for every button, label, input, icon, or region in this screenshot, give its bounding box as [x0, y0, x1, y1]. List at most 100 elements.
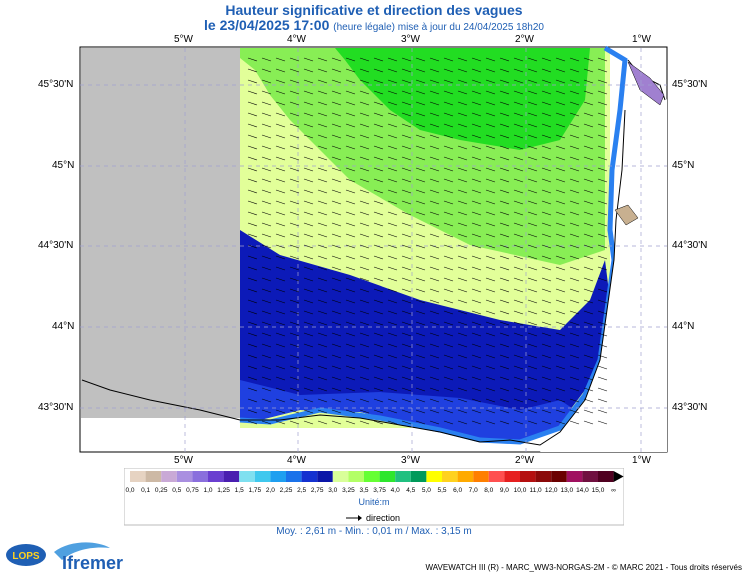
direction-arrow: [429, 156, 440, 161]
direction-arrow: [401, 101, 412, 106]
direction-arrow: [429, 233, 440, 238]
direction-arrow: [303, 266, 314, 271]
legend-swatch: [520, 471, 536, 482]
direction-arrow: [303, 178, 314, 183]
legend-value: 6,0: [453, 487, 462, 494]
direction-arrow: [317, 310, 328, 315]
direction-arrow: [597, 112, 608, 117]
direction-arrow: [317, 57, 328, 62]
direction-arrow: [401, 79, 412, 84]
direction-arrow: [527, 299, 538, 304]
direction-arrow: [261, 68, 272, 73]
direction-arrow: [499, 134, 510, 139]
direction-arrow: [275, 354, 286, 359]
direction-arrow: [415, 145, 426, 150]
direction-arrow: [443, 68, 454, 73]
direction-arrow: [541, 178, 552, 183]
direction-arrow: [275, 420, 286, 425]
direction-arrow: [527, 376, 538, 381]
direction-arrow: [541, 398, 552, 403]
legend-value: 0,75: [186, 487, 199, 494]
direction-arrow: [317, 156, 328, 161]
direction-arrow: [387, 222, 398, 227]
direction-arrow: [513, 387, 524, 392]
direction-arrow: [597, 398, 608, 403]
credit-line: WAVEWATCH III (R) - MARC_WW3-NORGAS-2M -…: [425, 563, 742, 572]
direction-arrow: [443, 178, 454, 183]
land-france: [540, 60, 667, 452]
direction-arrow: [247, 167, 258, 172]
coast-shallow: [239, 45, 628, 445]
direction-arrow: [345, 244, 356, 249]
direction-arrow: [373, 167, 384, 172]
direction-arrow: [583, 376, 594, 381]
direction-arrow: [471, 79, 482, 84]
direction-arrow: [429, 420, 440, 425]
direction-arrow: [499, 365, 510, 370]
direction-arrow: [527, 255, 538, 260]
direction-arrow: [275, 398, 286, 403]
direction-arrow: [527, 310, 538, 315]
direction-arrow: [303, 244, 314, 249]
direction-arrow: [387, 57, 398, 62]
direction-arrow: [359, 299, 370, 304]
lon-label-bottom: 5°W: [174, 455, 193, 466]
direction-arrow: [527, 365, 538, 370]
direction-arrow: [527, 244, 538, 249]
direction-arrow: [289, 376, 300, 381]
direction-arrow: [457, 189, 468, 194]
direction-arrow: [331, 288, 342, 293]
direction-arrow: [583, 101, 594, 106]
direction-arrow: [555, 398, 566, 403]
direction-arrow: [373, 156, 384, 161]
direction-arrow: [443, 211, 454, 216]
direction-arrow: [429, 68, 440, 73]
direction-arrow: [275, 189, 286, 194]
direction-arrow: [583, 123, 594, 128]
direction-arrow: [275, 68, 286, 73]
direction-arrow: [513, 266, 524, 271]
direction-arrow: [387, 101, 398, 106]
legend-swatch: [254, 471, 271, 482]
direction-arrow: [331, 90, 342, 95]
direction-arrow: [247, 387, 258, 392]
direction-arrow: [499, 200, 510, 205]
direction-arrow: [359, 321, 370, 326]
direction-arrow: [471, 112, 482, 117]
direction-arrow: [317, 277, 328, 282]
direction-arrow: [457, 310, 468, 315]
legend-value: 3,0: [328, 487, 337, 494]
direction-arrow: [331, 277, 342, 282]
direction-arrow: [429, 79, 440, 84]
wave-zone-dark-blue: [240, 380, 575, 440]
direction-arrow: [513, 145, 524, 150]
direction-arrow: [359, 79, 370, 84]
direction-arrow: [401, 90, 412, 95]
direction-arrow: [289, 90, 300, 95]
legend-value: 8,0: [484, 487, 493, 494]
direction-arrow: [541, 255, 552, 260]
direction-arrow: [499, 101, 510, 106]
direction-arrow: [331, 420, 342, 425]
direction-arrow: [401, 310, 412, 315]
direction-arrow: [359, 409, 370, 414]
direction-arrow: [373, 409, 384, 414]
direction-arrow: [345, 398, 356, 403]
direction-arrow: [303, 222, 314, 227]
direction-arrow: [457, 211, 468, 216]
direction-arrow: [555, 365, 566, 370]
legend-value: 15,0: [592, 487, 605, 494]
direction-arrow: [261, 354, 272, 359]
direction-arrow: [261, 123, 272, 128]
direction-arrow: [471, 365, 482, 370]
direction-arrow: [555, 68, 566, 73]
direction-arrow: [387, 255, 398, 260]
direction-arrow: [485, 233, 496, 238]
direction-arrow: [429, 299, 440, 304]
direction-arrow: [415, 68, 426, 73]
direction-arrow: [345, 79, 356, 84]
direction-arrow: [555, 376, 566, 381]
direction-arrow: [597, 365, 608, 370]
direction-arrow: [359, 233, 370, 238]
